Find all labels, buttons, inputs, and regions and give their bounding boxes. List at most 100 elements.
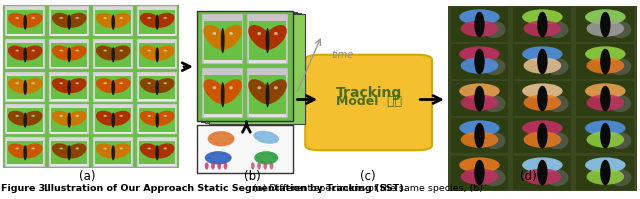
FancyBboxPatch shape [137, 104, 177, 134]
Ellipse shape [460, 120, 500, 136]
Ellipse shape [76, 17, 79, 19]
Circle shape [206, 157, 211, 159]
Ellipse shape [545, 58, 568, 75]
FancyBboxPatch shape [513, 155, 572, 190]
Ellipse shape [21, 111, 42, 126]
FancyBboxPatch shape [209, 14, 305, 124]
FancyBboxPatch shape [139, 141, 175, 164]
FancyBboxPatch shape [7, 43, 44, 66]
Ellipse shape [104, 148, 107, 149]
FancyBboxPatch shape [139, 164, 175, 166]
Circle shape [223, 142, 228, 144]
Circle shape [268, 153, 273, 155]
Ellipse shape [24, 112, 27, 128]
Ellipse shape [111, 80, 115, 95]
Ellipse shape [140, 111, 161, 126]
Ellipse shape [67, 15, 71, 30]
Ellipse shape [474, 86, 484, 111]
Ellipse shape [205, 162, 209, 170]
Ellipse shape [205, 151, 232, 165]
Ellipse shape [266, 82, 269, 107]
Ellipse shape [31, 17, 35, 19]
FancyBboxPatch shape [197, 11, 293, 121]
Ellipse shape [140, 78, 161, 93]
FancyBboxPatch shape [95, 34, 131, 36]
Ellipse shape [483, 132, 506, 149]
Ellipse shape [153, 13, 175, 28]
Ellipse shape [104, 50, 107, 52]
Ellipse shape [524, 94, 561, 111]
FancyBboxPatch shape [513, 44, 572, 79]
Ellipse shape [24, 80, 27, 95]
Ellipse shape [52, 143, 74, 158]
FancyBboxPatch shape [204, 114, 242, 117]
Ellipse shape [111, 145, 115, 160]
Ellipse shape [524, 168, 561, 185]
Ellipse shape [204, 25, 228, 50]
Ellipse shape [524, 131, 561, 148]
Ellipse shape [8, 143, 29, 158]
Ellipse shape [120, 115, 123, 117]
Ellipse shape [140, 13, 161, 28]
Ellipse shape [65, 45, 86, 60]
Ellipse shape [586, 168, 624, 185]
FancyBboxPatch shape [51, 132, 88, 134]
Ellipse shape [65, 143, 86, 158]
Circle shape [260, 153, 264, 155]
Circle shape [220, 161, 226, 163]
FancyBboxPatch shape [5, 137, 45, 167]
Ellipse shape [65, 78, 86, 93]
Circle shape [223, 133, 228, 135]
FancyBboxPatch shape [139, 99, 175, 101]
FancyBboxPatch shape [577, 118, 634, 153]
Ellipse shape [221, 82, 225, 107]
Ellipse shape [104, 82, 107, 84]
Text: Illustration of Our Approach Static Segmentation by Tracking (SST).: Illustration of Our Approach Static Segm… [44, 184, 407, 193]
Ellipse shape [8, 78, 29, 93]
Ellipse shape [586, 20, 624, 37]
FancyBboxPatch shape [7, 34, 44, 36]
FancyBboxPatch shape [205, 13, 301, 123]
Ellipse shape [60, 50, 63, 52]
FancyBboxPatch shape [202, 68, 243, 118]
Ellipse shape [217, 79, 242, 104]
FancyBboxPatch shape [139, 76, 175, 99]
FancyBboxPatch shape [577, 155, 634, 190]
Circle shape [220, 153, 226, 155]
Ellipse shape [537, 12, 548, 37]
FancyBboxPatch shape [93, 104, 134, 134]
Ellipse shape [156, 80, 159, 95]
Ellipse shape [522, 157, 563, 173]
Ellipse shape [257, 162, 261, 170]
Ellipse shape [223, 162, 227, 170]
Ellipse shape [608, 95, 632, 112]
Circle shape [255, 137, 260, 138]
Ellipse shape [586, 131, 624, 148]
Ellipse shape [207, 131, 234, 146]
Ellipse shape [67, 80, 71, 95]
Ellipse shape [600, 49, 611, 74]
Ellipse shape [257, 86, 261, 89]
Ellipse shape [274, 86, 278, 89]
Ellipse shape [248, 79, 273, 104]
Ellipse shape [586, 94, 624, 111]
FancyBboxPatch shape [49, 104, 90, 134]
Ellipse shape [156, 145, 159, 160]
Ellipse shape [608, 169, 632, 186]
Ellipse shape [483, 95, 506, 112]
Text: Figure 3.: Figure 3. [1, 184, 56, 193]
Ellipse shape [585, 83, 625, 99]
FancyBboxPatch shape [137, 137, 177, 167]
Ellipse shape [585, 120, 625, 136]
Ellipse shape [96, 13, 117, 28]
FancyBboxPatch shape [448, 6, 637, 191]
Ellipse shape [474, 12, 484, 37]
Ellipse shape [212, 32, 216, 35]
Ellipse shape [537, 49, 548, 74]
Ellipse shape [461, 168, 499, 185]
FancyBboxPatch shape [51, 34, 88, 36]
FancyBboxPatch shape [5, 104, 45, 134]
Ellipse shape [163, 82, 167, 84]
Ellipse shape [460, 9, 500, 25]
Ellipse shape [76, 115, 79, 117]
